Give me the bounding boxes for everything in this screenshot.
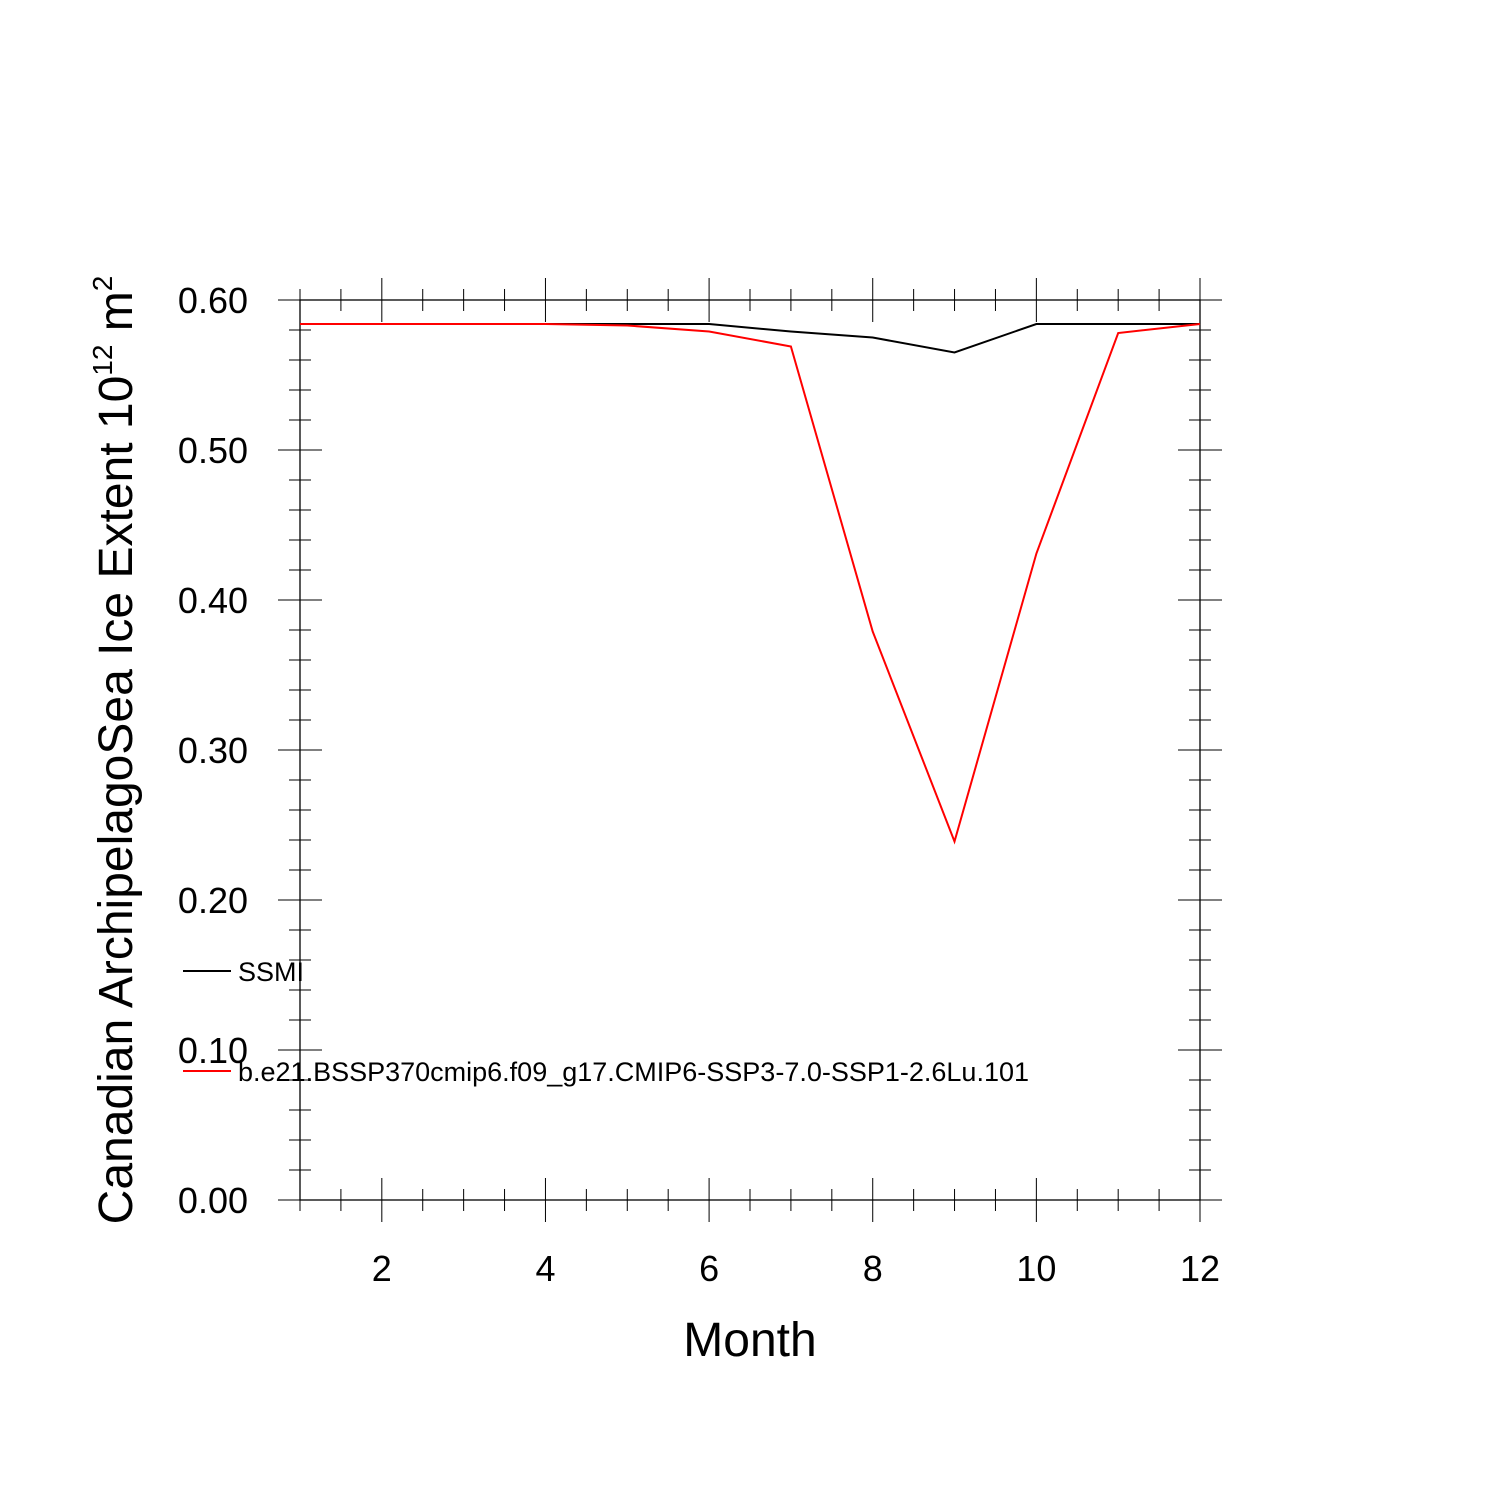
y-tick-label: 0.20 [178,880,248,921]
plot-frame [299,299,1201,1201]
y-tick-label: 0.00 [178,1180,248,1221]
x-tick-label: 2 [372,1248,392,1289]
y-tick-label: 0.50 [178,430,248,471]
legend: SSMI b.e21.BSSP370cmip6.f09_g17.CMIP6-SSP… [183,957,1029,1087]
series-line-2 [300,323,1201,845]
x-tick-label: 4 [535,1248,555,1289]
y-tick-label: 0.60 [178,280,248,321]
y-axis-title-main: Canadian ArchipelagoSea Ice Extent 10 [90,376,143,1225]
x-axis-title: Month [683,1314,816,1367]
x-tick-label: 12 [1180,1248,1220,1289]
y-tick-label: 0.10 [178,1030,248,1071]
y-tick-label: 0.40 [178,580,248,621]
legend-label-1: SSMI [238,957,304,987]
y-axis-title: Canadian ArchipelagoSea Ice Extent 1012 … [87,276,143,1225]
x-tick-labels: 2 4 6 8 10 12 [372,1248,1220,1289]
legend-label-2: b.e21.BSSP370cmip6.f09_g17.CMIP6-SSP3-7.… [238,1057,1029,1087]
y-axis-title-unit: m [90,291,143,344]
y-tick-label: 0.30 [178,730,248,771]
y-axis-title-exp1: 12 [87,345,118,376]
x-tick-label: 10 [1016,1248,1056,1289]
y-axis-title-exp2: 2 [87,276,118,292]
x-tick-label: 6 [699,1248,719,1289]
series-layer [300,323,1201,845]
y-tick-labels: 0.00 0.10 0.20 0.30 0.40 0.50 0.60 [178,280,248,1221]
x-tick-label: 8 [863,1248,883,1289]
